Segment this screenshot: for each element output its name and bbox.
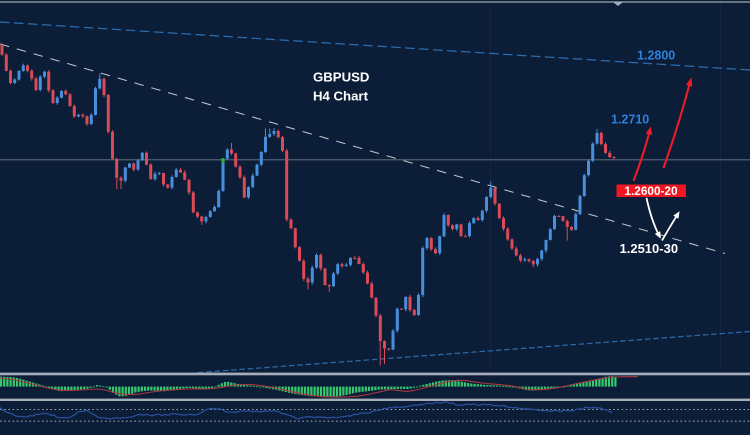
svg-text:H4 Chart: H4 Chart xyxy=(313,89,369,104)
svg-text:GBPUSD: GBPUSD xyxy=(313,70,369,85)
svg-text:1.2600-20: 1.2600-20 xyxy=(624,184,678,198)
svg-text:1.2800: 1.2800 xyxy=(637,49,675,63)
svg-text:1.2510-30: 1.2510-30 xyxy=(620,241,679,256)
svg-text:1.2710: 1.2710 xyxy=(611,113,649,127)
